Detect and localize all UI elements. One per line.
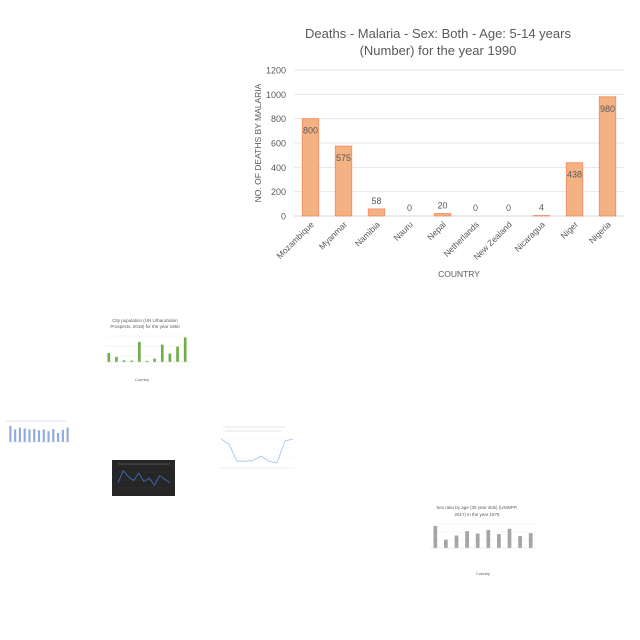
bar (433, 213, 452, 217)
thumb-bar (33, 429, 36, 442)
thumb-title-line-1: Sex ratio by age (30 year olds) (UNWPP, (436, 505, 517, 510)
thumb-bar (160, 344, 164, 362)
data-label: 4 (539, 203, 544, 213)
thumb-bars (433, 525, 533, 548)
data-label: 0 (506, 203, 511, 213)
thumb-bar (497, 534, 501, 548)
y-tick-label: 800 (271, 114, 286, 124)
malaria-deaths-bar-chart: Deaths - Malaria - Sex: Both - Age: 5-14… (253, 26, 624, 279)
thumb-line (117, 470, 171, 486)
thumb-bar (57, 433, 60, 442)
data-label: 58 (371, 196, 381, 206)
thumb-bar (444, 539, 448, 548)
data-labels: 800 575 58 0 20 0 0 4 438 980 (303, 104, 615, 213)
x-tick-label: Niger (558, 219, 580, 241)
thumb-bar (176, 346, 179, 362)
data-label: 800 (303, 126, 318, 136)
y-axis-label: NO. OF DEATHS BY MALARIA (253, 83, 263, 202)
thumb-bar (14, 429, 17, 442)
data-label: 0 (407, 203, 412, 213)
data-label: 20 (437, 201, 447, 211)
chart-title-line-2: (Number) for the year 1990 (360, 43, 517, 58)
data-label: 575 (336, 153, 351, 163)
x-tick-label: Nepal (425, 219, 448, 242)
x-tick-label: Myanmar (317, 219, 349, 251)
data-label: 438 (567, 170, 582, 180)
thumb-bar (9, 425, 12, 442)
thumb-title-line-2: Prospects, 2018) for the year 1950 (110, 324, 180, 329)
thumb-x-axis-label: Country (135, 377, 149, 382)
thumb-bar (433, 525, 438, 548)
thumb-line (220, 438, 294, 464)
x-axis-label: COUNTRY (438, 269, 480, 279)
bar (301, 118, 320, 217)
thumb-bars (9, 425, 69, 442)
y-axis-ticks: 0 200 400 600 800 1000 1200 (266, 66, 286, 222)
thumbnail-blue-bar-chart (0, 418, 72, 454)
x-tick-label: Nigeria (587, 219, 613, 245)
y-tick-label: 1000 (266, 90, 286, 100)
thumb-x-axis-label: Country (476, 571, 490, 576)
x-tick-label: Nauru (391, 219, 415, 243)
thumb-bar (454, 535, 459, 548)
thumb-bar (183, 337, 187, 362)
thumb-bar (465, 531, 469, 548)
thumb-bar (130, 360, 134, 362)
thumb-bar (61, 429, 64, 442)
thumb-bar (153, 358, 156, 362)
thumb-title-line-1: City population (UN Urbanization (112, 318, 178, 323)
thumb-bar (168, 353, 172, 362)
x-axis-ticks: Mozambique Myanmar Namibia Nauru NepalNether… (274, 219, 613, 262)
thumb-title-line-2: 2017) in the year 1975 (454, 512, 500, 517)
thumb-bar (115, 356, 118, 362)
thumb-bar (28, 429, 31, 442)
x-tick-label: Mozambique (274, 219, 316, 261)
bar (367, 208, 386, 217)
data-label: 980 (600, 104, 615, 114)
x-tick-label: Nicaragua (512, 219, 547, 254)
thumb-bar (18, 427, 21, 442)
thumb-gridlines (105, 335, 189, 367)
thumb-bar (52, 429, 55, 442)
thumb-bar (528, 533, 533, 548)
thumb-bars (107, 337, 187, 362)
thumbnail-sex-ratio-chart: Sex ratio by age (30 year olds) (UNWPP, … (412, 502, 542, 580)
bar (565, 162, 584, 217)
thumb-bar (475, 533, 480, 548)
thumb-bar (518, 536, 522, 548)
thumb-bar (47, 431, 50, 442)
bar (334, 145, 353, 217)
thumb-bar (122, 360, 126, 362)
y-tick-label: 0 (281, 212, 286, 222)
chart-title-line-1: Deaths - Malaria - Sex: Both - Age: 5-14… (305, 26, 571, 41)
bars (301, 96, 617, 217)
thumbnail-city-population-chart: City population (UN Urbanization Prospec… (85, 316, 195, 386)
x-tick-label: Namibia (353, 219, 382, 248)
thumbnail-light-line-chart (205, 424, 297, 480)
chart-title: Deaths - Malaria - Sex: Both - Age: 5-14… (305, 26, 571, 58)
data-label: 0 (473, 203, 478, 213)
y-tick-label: 400 (271, 163, 286, 173)
y-tick-label: 1200 (266, 66, 286, 76)
thumbnail-dark-line-chart (112, 460, 175, 496)
thumb-bar (37, 430, 41, 442)
thumb-bar (145, 360, 149, 362)
y-tick-label: 200 (271, 187, 286, 197)
thumb-bar (507, 528, 512, 548)
thumb-bar (42, 429, 45, 442)
thumb-bar (486, 530, 491, 548)
y-tick-label: 600 (271, 139, 286, 149)
bar (598, 96, 617, 217)
thumb-bar (107, 353, 111, 362)
thumb-bar (23, 428, 26, 442)
thumb-bar (138, 341, 141, 362)
thumb-bar (66, 427, 69, 442)
